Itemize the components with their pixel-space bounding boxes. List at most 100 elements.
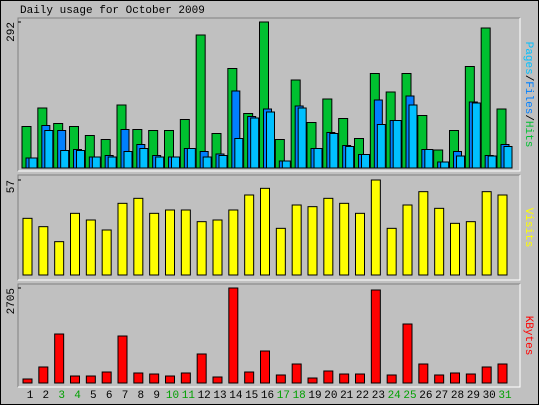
x-tick-label: 27 bbox=[435, 390, 448, 402]
bar bbox=[456, 155, 465, 169]
bar bbox=[440, 161, 450, 169]
bar bbox=[85, 219, 96, 276]
bar bbox=[339, 202, 350, 276]
panel-border bbox=[18, 18, 521, 172]
bar bbox=[244, 194, 255, 276]
legend: KBytes bbox=[522, 316, 534, 356]
legend-entry: Visits bbox=[522, 208, 534, 248]
panel-border bbox=[17, 17, 520, 171]
bar bbox=[70, 212, 80, 276]
bar bbox=[149, 212, 160, 276]
bar bbox=[481, 191, 492, 276]
x-tick-label: 19 bbox=[308, 390, 321, 402]
bar bbox=[186, 148, 196, 169]
y-tick-label: 292 bbox=[6, 22, 18, 42]
bar bbox=[165, 209, 175, 276]
bar bbox=[117, 202, 128, 276]
bar bbox=[133, 372, 144, 384]
x-tick-label: 25 bbox=[403, 390, 416, 402]
bar bbox=[22, 217, 33, 276]
bar bbox=[234, 138, 244, 169]
bar bbox=[180, 372, 191, 384]
bar bbox=[465, 373, 476, 384]
x-tick-label: 14 bbox=[229, 390, 243, 402]
bar bbox=[218, 155, 228, 169]
bar bbox=[139, 148, 149, 169]
bar bbox=[44, 130, 54, 169]
bar bbox=[117, 335, 128, 384]
x-tick-label: 13 bbox=[213, 390, 226, 402]
bar bbox=[85, 375, 96, 384]
bar bbox=[70, 375, 80, 384]
bar bbox=[376, 124, 386, 169]
bar bbox=[424, 149, 434, 169]
legend: Pages/Files/Hits bbox=[522, 42, 534, 148]
x-tick-label: 6 bbox=[106, 390, 113, 402]
bar bbox=[408, 104, 418, 169]
legend-separator: / bbox=[522, 75, 534, 82]
bar bbox=[392, 120, 402, 169]
bar bbox=[402, 204, 413, 276]
bar bbox=[503, 146, 513, 169]
bar bbox=[149, 373, 160, 384]
chart-title: Daily usage for October 2009 bbox=[20, 5, 205, 17]
x-tick-label: 16 bbox=[261, 390, 274, 402]
bar bbox=[291, 204, 302, 276]
x-tick-label: 1 bbox=[27, 390, 34, 402]
legend-entry: Files bbox=[522, 81, 534, 114]
bar bbox=[418, 363, 429, 384]
legend-entry: KBytes bbox=[522, 316, 534, 356]
bar bbox=[313, 148, 323, 169]
bar bbox=[323, 370, 334, 384]
bar bbox=[450, 372, 460, 384]
bar bbox=[101, 371, 112, 384]
bar bbox=[339, 373, 350, 384]
bar bbox=[471, 102, 481, 169]
panel-border bbox=[17, 174, 520, 280]
bar bbox=[355, 212, 365, 276]
bar bbox=[275, 374, 286, 384]
bar bbox=[60, 150, 70, 169]
x-tick-label: 17 bbox=[277, 390, 290, 402]
bar bbox=[386, 227, 397, 276]
bar bbox=[195, 34, 206, 169]
bar bbox=[370, 179, 381, 276]
bar bbox=[54, 333, 65, 384]
bar bbox=[386, 374, 397, 384]
bar bbox=[260, 187, 270, 276]
panel-border bbox=[18, 175, 521, 281]
x-tick-label: 9 bbox=[153, 390, 160, 402]
bar bbox=[418, 191, 429, 276]
x-tick-label: 10 bbox=[166, 390, 179, 402]
bar bbox=[291, 363, 302, 384]
legend-entry: Hits bbox=[522, 121, 534, 147]
bar bbox=[281, 160, 291, 169]
bar bbox=[402, 323, 413, 384]
bar bbox=[196, 221, 207, 276]
x-tick-label: 2 bbox=[43, 390, 50, 402]
panel-border bbox=[18, 284, 521, 388]
x-tick-label: 23 bbox=[372, 390, 385, 402]
x-tick-label: 28 bbox=[451, 390, 464, 402]
x-tick-label: 11 bbox=[182, 390, 196, 402]
bar bbox=[155, 156, 165, 169]
bar bbox=[487, 155, 497, 169]
bar bbox=[434, 207, 445, 276]
bar bbox=[38, 226, 49, 276]
bar bbox=[266, 111, 275, 169]
x-tick-label: 26 bbox=[419, 390, 432, 402]
bar bbox=[434, 374, 445, 384]
bar bbox=[228, 209, 239, 276]
bar bbox=[212, 219, 223, 276]
bar bbox=[101, 229, 112, 276]
bar bbox=[323, 197, 334, 276]
bar bbox=[481, 366, 492, 384]
x-tick-label: 30 bbox=[483, 390, 496, 402]
bar bbox=[212, 376, 223, 384]
x-tick-label: 7 bbox=[122, 390, 129, 402]
bar bbox=[497, 194, 508, 276]
bar bbox=[361, 154, 370, 169]
bar bbox=[345, 146, 355, 169]
bar bbox=[260, 350, 270, 384]
